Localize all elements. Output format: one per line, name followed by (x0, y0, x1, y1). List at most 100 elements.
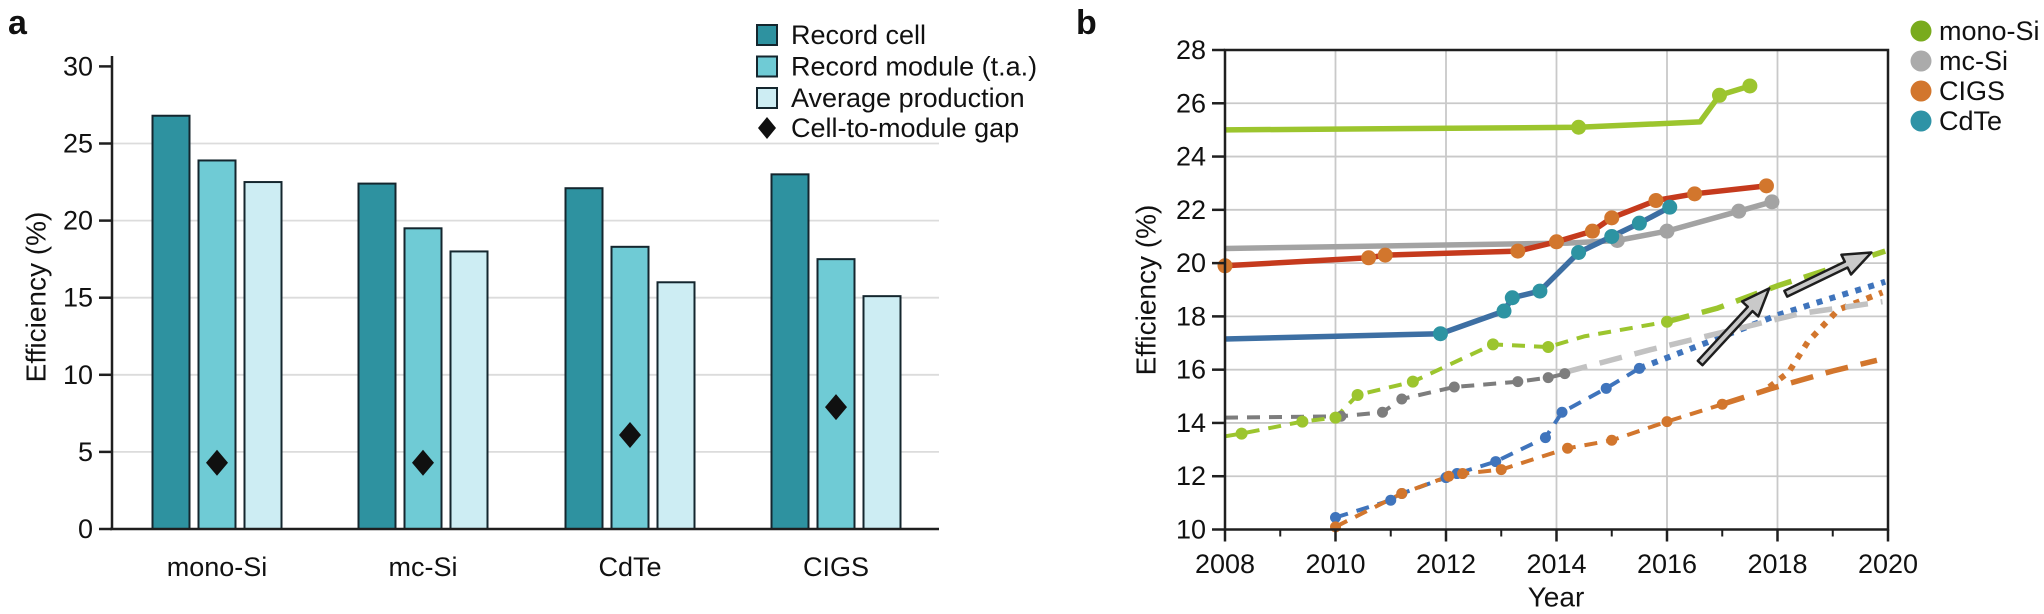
series-marker-mono-si-average-production (1661, 315, 1673, 328)
y-tick-label: 12 (1176, 461, 1206, 491)
series-marker-cigs-average-production (1661, 416, 1673, 428)
series-marker-mono-si-record-cell (1711, 87, 1727, 103)
series-marker-cdte-record-cell (1532, 283, 1548, 299)
y-tick-label: 15 (63, 283, 93, 313)
y-tick-label: 5 (78, 437, 93, 467)
series-marker-mc-si-average-production (1542, 372, 1554, 384)
y-tick-label: 26 (1176, 88, 1206, 118)
series-marker-cigs-average-production (1396, 488, 1408, 500)
series-marker-cigs-record-cell (1584, 223, 1600, 239)
series-marker-cigs-record-cell (1604, 210, 1620, 226)
series-marker-mc-si-average-production (1448, 381, 1460, 393)
series-marker-mono-si-record-cell (1742, 78, 1758, 94)
series-marker-mono-si-average-production (1296, 415, 1309, 428)
legend-label: CIGS (1939, 76, 2005, 106)
legend-swatch-circle (1910, 80, 1932, 102)
y-tick-label: 20 (63, 206, 93, 236)
legend-swatch-diamond (758, 117, 776, 139)
x-category-label: CIGS (803, 552, 869, 582)
bar (862, 295, 902, 530)
trend-arrow (1783, 251, 1873, 298)
legend-swatch-square (756, 24, 778, 46)
panel-a-y-axis-title: Efficiency (%) (21, 212, 52, 383)
series-line-mc-si-average-production (1224, 371, 1566, 420)
series-marker-cigs-average-production (1716, 398, 1728, 410)
series-marker-cigs-record-cell (1377, 247, 1393, 263)
series-marker-mc-si-average-production (1376, 406, 1388, 418)
series-marker-mc-si-record-cell (1731, 203, 1747, 219)
bar (151, 114, 191, 531)
bar (403, 227, 443, 530)
bar (770, 173, 810, 530)
series-marker-cdte-record-cell (1496, 303, 1512, 319)
series-marker-mono-si-average-production (1542, 341, 1555, 354)
series-marker-mc-si-record-cell (1764, 194, 1780, 210)
x-category-label: mono-Si (167, 552, 268, 582)
series-marker-cigs-record-cell (1549, 234, 1564, 250)
trend-arrow (1696, 287, 1771, 367)
series-marker-cigs-record-cell (1758, 178, 1774, 194)
bar (656, 281, 696, 530)
gap-diamond (206, 449, 228, 476)
series-marker-mc-si-average-production (1512, 376, 1524, 388)
series-marker-cdte-average-production (1600, 382, 1612, 394)
x-tick-label: 2014 (1526, 549, 1586, 579)
x-tick-label: 2020 (1858, 549, 1918, 579)
panel-a-letter: a (8, 4, 28, 42)
y-tick-label: 30 (63, 51, 93, 81)
y-tick-label: 16 (1176, 355, 1206, 385)
series-line-cigs-projection-high (1767, 289, 1884, 390)
series-line-mono-si-average-production (1224, 319, 1668, 439)
x-tick-label: 2018 (1747, 549, 1807, 579)
legend-label: Cell-to-module gap (791, 113, 1019, 143)
series-marker-cigs-record-cell (1648, 193, 1664, 209)
bar (816, 258, 856, 530)
series-marker-cigs-average-production (1457, 468, 1469, 480)
series-marker-cdte-average-production (1385, 494, 1397, 506)
series-marker-mc-si-record-cell (1659, 223, 1675, 239)
x-category-label: CdTe (598, 552, 661, 582)
series-marker-cdte-record-cell (1432, 326, 1448, 342)
y-tick-label: 22 (1176, 195, 1206, 225)
legend-label: Record module (t.a.) (791, 52, 1037, 82)
bar (357, 182, 397, 530)
series-marker-mono-si-average-production (1486, 338, 1499, 351)
series-marker-mc-si-average-production (1396, 393, 1408, 405)
gap-diamond (619, 421, 641, 448)
bar (610, 245, 650, 530)
legend-label: CdTe (1939, 106, 2002, 136)
series-marker-cdte-record-cell (1604, 228, 1620, 244)
bar (243, 181, 283, 531)
panel-b-letter: b (1076, 4, 1097, 42)
series-marker-cdte-average-production (1633, 362, 1645, 374)
series-marker-mono-si-record-cell (1571, 119, 1587, 135)
series-marker-mc-si-average-production (1559, 368, 1571, 380)
panel-b-y-axis-title: Efficiency (%) (1131, 205, 1162, 376)
legend-label: mono-Si (1939, 16, 2040, 46)
y-tick-label: 25 (63, 129, 93, 159)
series-marker-cigs-record-cell (1510, 243, 1526, 259)
y-tick-label: 24 (1176, 142, 1206, 172)
x-tick-label: 2012 (1416, 549, 1476, 579)
legend-swatch-circle (1910, 20, 1932, 42)
series-marker-cigs-record-cell (1687, 186, 1703, 202)
series-marker-cigs-record-cell (1361, 250, 1377, 266)
series-marker-cdte-record-cell (1504, 290, 1520, 306)
panel-a-plot: 0 5 10 15 20 25 30 mono-Si mc-Si CdTe CIGS Record c… (63, 20, 1037, 582)
x-tick-label: 2016 (1637, 549, 1697, 579)
series-marker-cdte-record-cell (1571, 244, 1587, 260)
legend-swatch-circle (1910, 50, 1932, 72)
series-marker-cigs-average-production (1443, 470, 1455, 482)
panel-b-x-axis-title: Year (1528, 582, 1585, 613)
y-tick-label: 10 (63, 360, 93, 390)
series-marker-cdte-record-cell (1662, 199, 1678, 215)
series-marker-cdte-record-cell (1631, 215, 1647, 231)
series-line-mc-si-record-cell (1224, 199, 1773, 252)
series-marker-cdte-average-production (1539, 432, 1551, 444)
series-line-mono-si-record-cell (1224, 83, 1751, 133)
legend-label: mc-Si (1939, 46, 2008, 76)
panel-b-plot: 10 12 14 16 18 20 22 24 26 28 2008 2010 2012 2014 2016… (1176, 16, 2040, 579)
y-tick-label: 0 (78, 514, 93, 544)
series-marker-cdte-average-production (1490, 456, 1502, 468)
